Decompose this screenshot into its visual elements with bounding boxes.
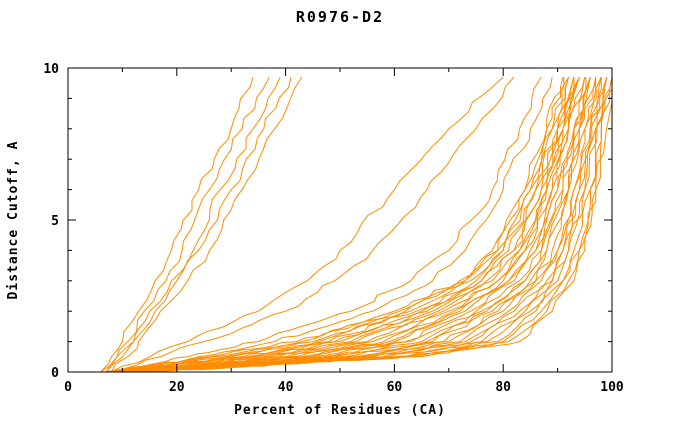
model-curve <box>127 76 602 373</box>
model-curve <box>111 76 504 373</box>
axis-ticks <box>67 67 613 373</box>
x-tick-label: 0 <box>64 380 72 395</box>
model-curve <box>111 77 553 373</box>
x-tick-label: 40 <box>278 380 294 395</box>
model-curves <box>100 76 613 373</box>
model-curve <box>105 76 292 373</box>
chart-title: R0976-D2 <box>296 8 384 26</box>
model-curve <box>111 76 303 373</box>
model-curve <box>111 76 575 373</box>
x-tick-label: 80 <box>495 380 511 395</box>
model-curve <box>111 76 569 373</box>
axis-tick-labels: 0 20 40 60 80 100 0 5 10 <box>43 62 624 395</box>
model-curve <box>133 77 608 373</box>
model-curve <box>116 76 580 373</box>
x-tick-label: 20 <box>169 380 185 395</box>
model-curve <box>106 77 565 373</box>
model-curve <box>127 76 602 373</box>
model-curve <box>116 76 515 373</box>
y-tick-label: 0 <box>51 366 59 381</box>
model-curve <box>138 77 613 373</box>
model-curve <box>105 76 281 373</box>
y-tick-label: 5 <box>51 214 59 229</box>
model-curve <box>111 76 569 373</box>
x-axis-label: Percent of Residues (CA) <box>234 403 446 418</box>
x-tick-label: 60 <box>387 380 403 395</box>
x-tick-label: 100 <box>600 380 624 395</box>
model-curve <box>122 76 591 373</box>
model-curve <box>111 76 569 373</box>
model-curve <box>100 76 254 373</box>
model-curve <box>106 76 564 373</box>
y-tick-label: 10 <box>43 62 59 77</box>
y-axis-label: Distance Cutoff, A <box>6 141 21 300</box>
model-curve <box>111 76 542 373</box>
model-curve <box>133 77 608 373</box>
model-curve <box>133 76 608 373</box>
model-curve <box>116 77 586 373</box>
